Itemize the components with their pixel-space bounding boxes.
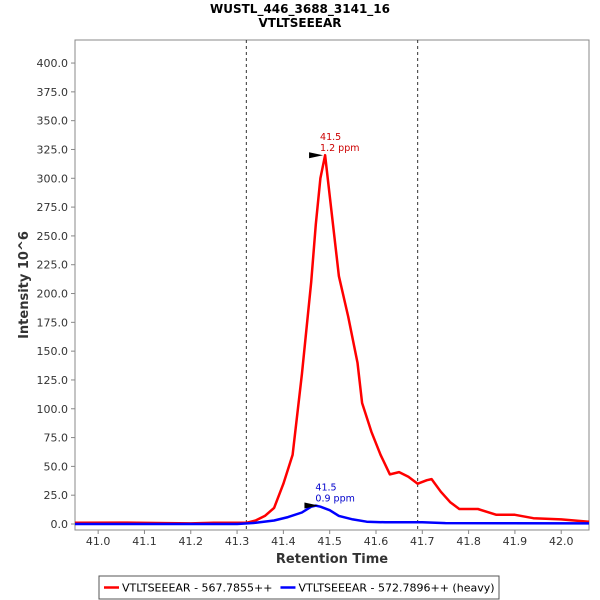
y-tick-label: 75.0	[44, 432, 69, 445]
y-tick-label: 200.0	[37, 288, 69, 301]
y-tick-label: 0.0	[51, 518, 69, 531]
y-axis: 0.0 25.0 50.0 75.0 100.0 125.0 150.0 175.0 200.0…	[37, 57, 75, 531]
x-axis-label: Retention Time	[276, 552, 388, 567]
peak-arrow-icon	[304, 502, 319, 509]
peak-rt-label: 41.5	[315, 483, 336, 494]
peak-boundaries	[245, 40, 419, 530]
legend: VTLTSEEEAR - 567.7855++ VTLTSEEEAR - 572.…	[98, 575, 500, 600]
legend-box	[98, 575, 500, 600]
y-tick-label: 125.0	[37, 374, 69, 387]
series-group	[74, 153, 590, 526]
y-tick-label: 150.0	[37, 345, 69, 358]
y-tick-label: 275.0	[37, 201, 69, 214]
x-tick-label: 42.0	[549, 535, 574, 548]
y-tick-label: 300.0	[37, 172, 69, 185]
peak-arrow-icon	[309, 152, 324, 159]
chart-title: WUSTL_446_3688_3141_16	[210, 2, 390, 17]
y-tick-label: 350.0	[37, 115, 69, 128]
x-tick-label: 41.8	[456, 535, 481, 548]
peak-ppm-label: 1.2 ppm	[320, 143, 359, 154]
y-tick-label: 175.0	[37, 316, 69, 329]
y-tick-label: 225.0	[37, 259, 69, 272]
peak-rt-label: 41.5	[320, 132, 341, 143]
peak-ppm-label: 0.9 ppm	[315, 494, 354, 505]
legend-label: VTLTSEEEAR - 572.7896++ (heavy)	[298, 582, 494, 595]
x-tick-label: 41.1	[132, 535, 157, 548]
chart-subtitle: VTLTSEEEAR	[258, 16, 341, 30]
y-tick-label: 250.0	[37, 230, 69, 243]
y-axis-label: Intensity 10^6	[17, 231, 32, 339]
y-tick-label: 25.0	[44, 489, 69, 502]
series-line-heavy	[75, 504, 590, 526]
y-tick-label: 400.0	[37, 57, 69, 70]
y-tick-label: 100.0	[37, 403, 69, 416]
x-tick-label: 41.3	[225, 535, 250, 548]
x-tick-label: 41.6	[364, 535, 389, 548]
x-tick-label: 41.4	[271, 535, 296, 548]
x-tick-label: 41.7	[410, 535, 435, 548]
plot-area	[74, 39, 590, 531]
y-tick-label: 325.0	[37, 143, 69, 156]
legend-label: VTLTSEEEAR - 567.7855++	[122, 582, 272, 595]
x-tick-label: 41.2	[179, 535, 204, 548]
y-tick-label: 375.0	[37, 86, 69, 99]
x-tick-label: 41.9	[503, 535, 528, 548]
y-tick-label: 50.0	[44, 460, 69, 473]
x-tick-label: 41.0	[86, 535, 111, 548]
x-tick-label: 41.5	[317, 535, 342, 548]
x-axis: 41.0 41.1 41.2 41.3 41.4 41.5 41.6 41.7 41.8 41.9…	[86, 530, 574, 548]
